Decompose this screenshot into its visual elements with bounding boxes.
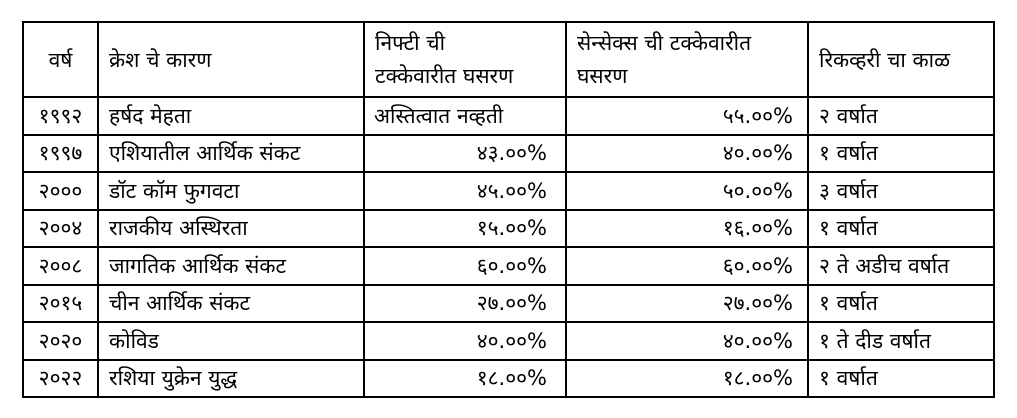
- header-year: वर्ष: [22, 21, 99, 98]
- reason-cell: चीन आर्थिक संकट: [97, 283, 365, 323]
- reason-cell: डॉट कॉम फुगवटा: [97, 171, 365, 211]
- nifty-fall-cell: १८.००%: [363, 358, 567, 398]
- nifty-fall-cell: ४०.००%: [363, 321, 567, 361]
- header-row: वर्ष क्रेश चे कारण निफ्टी ची टक्केवारीत …: [22, 21, 995, 98]
- nifty-fall-cell: ४३.००%: [363, 133, 567, 173]
- market-crash-table: वर्ष क्रेश चे कारण निफ्टी ची टक्केवारीत …: [22, 21, 995, 398]
- sensex-fall-cell: ४०.००%: [565, 133, 809, 173]
- nifty-fall-cell: ४५.००%: [363, 171, 567, 211]
- header-nifty-percent-fall: निफ्टी ची टक्केवारीत घसरण: [363, 21, 567, 98]
- reason-cell: हर्षद मेहता: [97, 96, 365, 136]
- sensex-fall-cell: १६.००%: [565, 208, 809, 248]
- header-sensex-line2: घसरण: [577, 63, 628, 88]
- reason-cell: एशियातील आर्थिक संकट: [97, 133, 365, 173]
- table-row-2020: २०२० कोविड ४०.००% ४०.००% १ ते दीड वर्षात: [22, 321, 995, 361]
- recovery-cell: १ वर्षात: [807, 358, 995, 398]
- recovery-cell: १ वर्षात: [807, 283, 995, 323]
- sensex-fall-cell: २७.००%: [565, 283, 809, 323]
- sensex-fall-cell: ५०.००%: [565, 171, 809, 211]
- sensex-fall-cell: १८.००%: [565, 358, 809, 398]
- sensex-fall-cell: ४०.००%: [565, 321, 809, 361]
- year-cell: १९९२: [22, 96, 99, 136]
- year-cell: २०२०: [22, 321, 99, 361]
- year-cell: २०२२: [22, 358, 99, 398]
- sensex-fall-cell: ५५.००%: [565, 96, 809, 136]
- year-cell: १९९७: [22, 133, 99, 173]
- header-nifty-line1: निफ्टी ची: [375, 30, 446, 55]
- sensex-fall-cell: ६०.००%: [565, 246, 809, 286]
- header-crash-reason: क्रेश चे कारण: [97, 21, 365, 98]
- header-nifty-line2: टक्केवारीत घसरण: [375, 63, 514, 88]
- reason-cell: राजकीय अस्थिरता: [97, 208, 365, 248]
- year-cell: २००४: [22, 208, 99, 248]
- table-row-1997: १९९७ एशियातील आर्थिक संकट ४३.००% ४०.००% …: [22, 133, 995, 173]
- recovery-cell: २ ते अडीच वर्षात: [807, 246, 995, 286]
- table-row-2015: २०१५ चीन आर्थिक संकट २७.००% २७.००% १ वर्…: [22, 283, 995, 323]
- recovery-cell: १ वर्षात: [807, 133, 995, 173]
- header-recovery-period: रिकव्हरी चा काळ: [807, 21, 995, 98]
- nifty-fall-cell: २७.००%: [363, 283, 567, 323]
- table-row-2000: २००० डॉट कॉम फुगवटा ४५.००% ५०.००% ३ वर्ष…: [22, 171, 995, 211]
- table-row-1992: १९९२ हर्षद मेहता अस्तित्वात नव्हती ५५.००…: [22, 96, 995, 136]
- year-cell: २०१५: [22, 283, 99, 323]
- table-row-2004: २००४ राजकीय अस्थिरता १५.००% १६.००% १ वर्…: [22, 208, 995, 248]
- header-sensex-line1: सेन्सेक्स ची टक्केवारीत: [577, 30, 752, 55]
- table-row-2008: २००८ जागतिक आर्थिक संकट ६०.००% ६०.००% २ …: [22, 246, 995, 286]
- reason-cell: जागतिक आर्थिक संकट: [97, 246, 365, 286]
- reason-cell: रशिया युक्रेन युद्ध: [97, 358, 365, 398]
- recovery-cell: १ ते दीड वर्षात: [807, 321, 995, 361]
- recovery-cell: २ वर्षात: [807, 96, 995, 136]
- nifty-fall-cell: अस्तित्वात नव्हती: [363, 96, 567, 136]
- reason-cell: कोविड: [97, 321, 365, 361]
- recovery-cell: ३ वर्षात: [807, 171, 995, 211]
- recovery-cell: १ वर्षात: [807, 208, 995, 248]
- table-row-2022: २०२२ रशिया युक्रेन युद्ध १८.००% १८.००% १…: [22, 358, 995, 398]
- nifty-fall-cell: ६०.००%: [363, 246, 567, 286]
- header-sensex-percent-fall: सेन्सेक्स ची टक्केवारीत घसरण: [565, 21, 809, 98]
- nifty-fall-cell: १५.००%: [363, 208, 567, 248]
- year-cell: २००८: [22, 246, 99, 286]
- year-cell: २०००: [22, 171, 99, 211]
